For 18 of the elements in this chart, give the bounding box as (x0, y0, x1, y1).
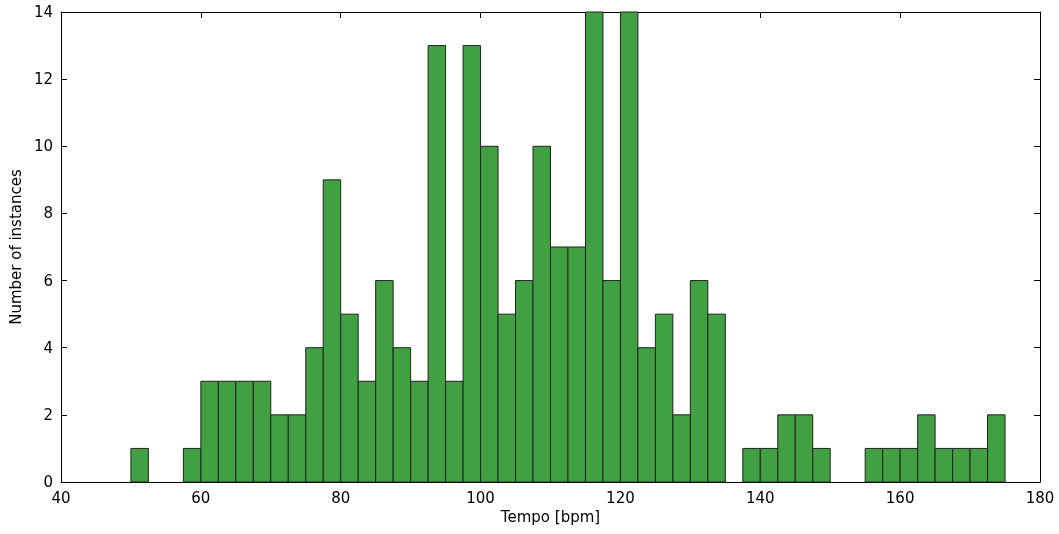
x-axis-title: Tempo [bpm] (499, 508, 601, 527)
x-tick-label: 140 (745, 488, 775, 507)
y-tick-label: 12 (33, 70, 53, 89)
y-tick-label: 6 (43, 271, 53, 290)
y-tick-label: 8 (43, 204, 53, 223)
x-tick-label: 100 (466, 488, 495, 507)
x-tick-label: 40 (51, 488, 71, 507)
x-tick-label: 80 (331, 488, 351, 507)
y-tick-label: 4 (43, 338, 53, 357)
x-tick-label: 180 (1025, 488, 1055, 507)
y-tick-label: 10 (33, 137, 53, 156)
y-tick-label: 14 (33, 3, 53, 21)
x-tick-label: 160 (885, 488, 915, 507)
y-axis-title: Number of instances (6, 169, 25, 325)
x-tick-label: 120 (606, 488, 635, 507)
x-tick-label: 60 (191, 488, 211, 507)
y-tick-label: 0 (43, 473, 53, 491)
y-tick-label: 2 (43, 405, 53, 424)
